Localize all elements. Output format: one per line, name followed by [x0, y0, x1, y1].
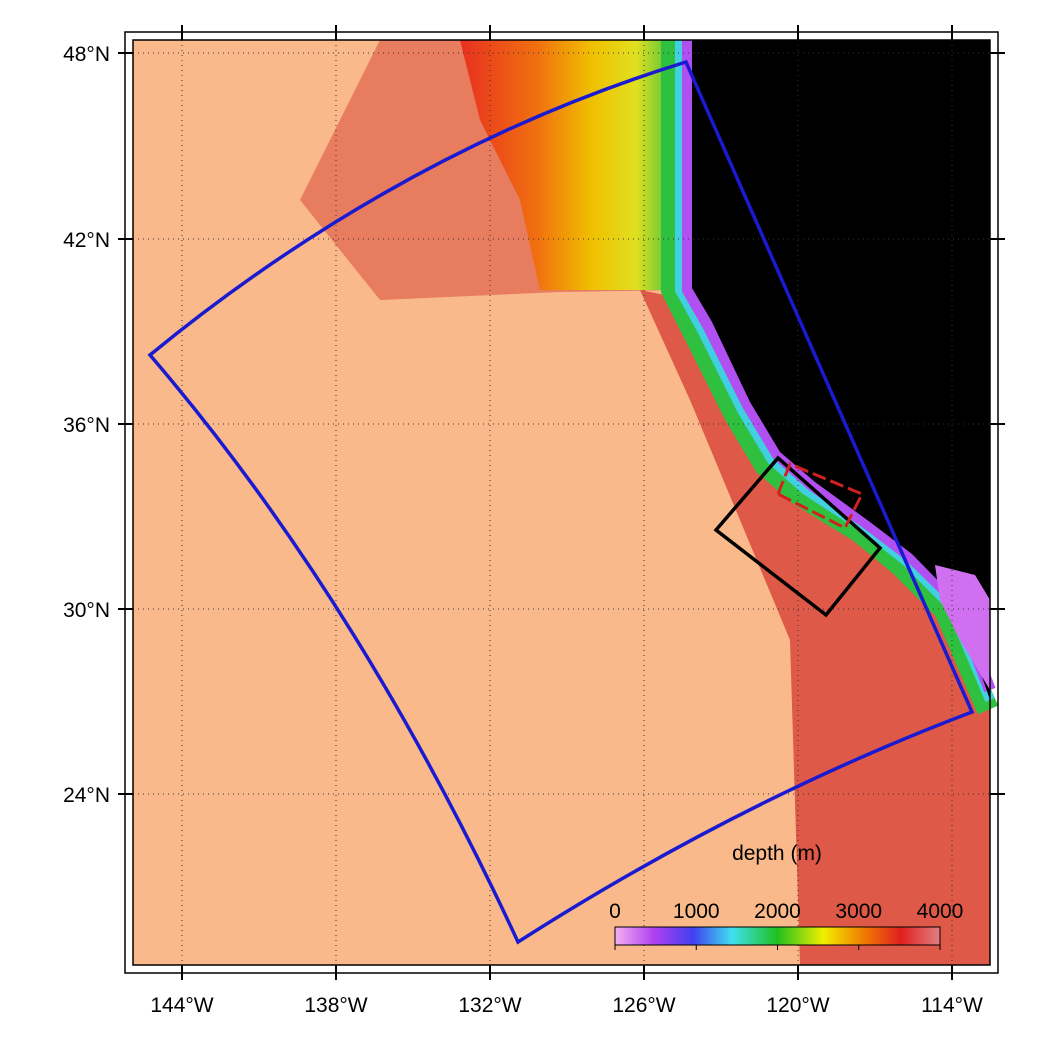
lon-label: 120°W: [766, 994, 829, 1017]
shelf: [460, 40, 680, 290]
coast-band: [661, 40, 999, 715]
frame: [124, 31, 999, 974]
colorbar: [614, 926, 941, 946]
colorbar-tick-label: 4000: [917, 900, 964, 923]
lat-label: 42°N: [63, 229, 110, 252]
study-area: [776, 462, 865, 531]
lon-label: 144°W: [150, 994, 213, 1017]
slope: [640, 290, 990, 965]
lat-label: 30°N: [63, 599, 110, 622]
gulf: [935, 565, 990, 690]
lon-label: 132°W: [458, 994, 521, 1017]
domain-outline: [147, 59, 975, 945]
colorbar-tick-label: 0: [609, 900, 621, 923]
graticule: [133, 40, 990, 965]
lat-label: 48°N: [63, 43, 110, 66]
coast-band: [675, 40, 995, 702]
land: [692, 40, 990, 700]
lon-label: 138°W: [304, 994, 367, 1017]
colorbar-label: depth (m): [732, 842, 822, 865]
frame: [132, 39, 991, 966]
lat-label: 24°N: [63, 784, 110, 807]
lat-label: 36°N: [63, 414, 110, 437]
colorbar-tick-label: 1000: [673, 900, 720, 923]
colorbar-tick-label: 3000: [835, 900, 882, 923]
colorbar-tick-label: 2000: [754, 900, 801, 923]
labels: 48°N 42°N 36°N 30°N 24°N 144°W 138°W 132°W 126°W…: [63, 25, 1005, 1017]
lon-label: 114°W: [921, 994, 983, 1017]
lon-label: 126°W: [612, 994, 675, 1017]
inner-domain: [713, 455, 883, 618]
coast-band: [682, 40, 996, 693]
